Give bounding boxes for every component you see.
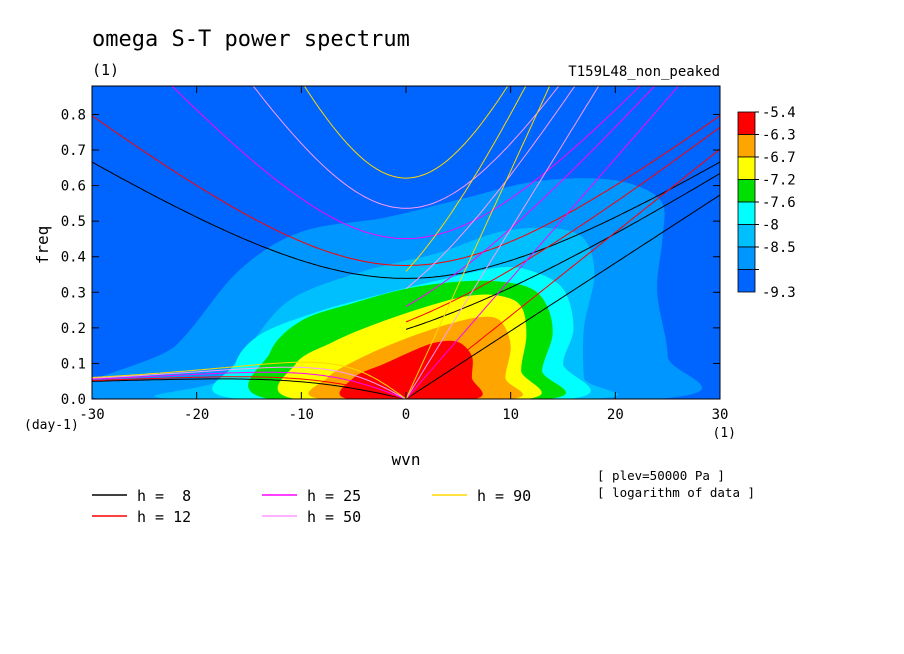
colorbar-swatch bbox=[737, 224, 756, 248]
x-tick-label: -10 bbox=[289, 407, 314, 423]
colorbar-label: -6.7 bbox=[762, 150, 796, 166]
colorbar-swatch bbox=[737, 246, 756, 270]
legend-label: h = 25 bbox=[307, 487, 361, 505]
y-axis-label: freq bbox=[33, 226, 52, 265]
y-tick-label: 0.4 bbox=[61, 250, 86, 266]
run-label: T159L48_non_peaked bbox=[568, 64, 720, 80]
dispersion-curve bbox=[252, 86, 560, 209]
colorbar-label: -9.3 bbox=[762, 285, 796, 301]
dispersion-curve bbox=[92, 378, 407, 399]
dispersion-curve bbox=[92, 366, 407, 399]
dispersion-curve bbox=[405, 86, 576, 290]
legend-label: h = 90 bbox=[477, 487, 531, 505]
dispersion-curve bbox=[405, 194, 720, 399]
note-plev: [ plev=50000 Pa ] bbox=[597, 468, 725, 483]
dispersion-curve bbox=[92, 161, 720, 279]
colorbar-label: -5.4 bbox=[762, 105, 796, 121]
dispersion-curve bbox=[405, 86, 600, 399]
colorbar-swatch bbox=[737, 269, 756, 293]
contour-regions bbox=[92, 178, 702, 399]
dispersion-curve bbox=[92, 376, 407, 399]
colorbar-label: -8.5 bbox=[762, 240, 796, 256]
dispersion-curve bbox=[92, 371, 407, 399]
colorbar-swatch bbox=[737, 201, 756, 225]
y-tick-label: 0.7 bbox=[61, 143, 86, 159]
axis-ticks: -30 -20 -10 0 10 20 30 0.0 0.1 0.2 0.3 0.4 0.5 0.6 0.7… bbox=[61, 86, 729, 423]
colorbar-swatch bbox=[737, 179, 756, 203]
legend: h = 8 h = 12 h = 25 h = 50 h = 90 bbox=[92, 487, 531, 526]
dispersion-curve bbox=[405, 86, 656, 307]
legend-label: h = 8 bbox=[137, 487, 191, 505]
y-tick-label: 0.5 bbox=[61, 214, 86, 230]
y-tick-label: 0.8 bbox=[61, 107, 86, 123]
dispersion-curve bbox=[405, 173, 720, 330]
legend-label: h = 12 bbox=[137, 508, 191, 526]
colorbar-swatch bbox=[737, 134, 756, 158]
legend-label: h = 50 bbox=[307, 508, 361, 526]
x-tick-label: 0 bbox=[402, 407, 410, 423]
y-tick-label: 0.1 bbox=[61, 356, 86, 372]
y-tick-label: 0.0 bbox=[61, 392, 86, 408]
colorbar-label: -6.3 bbox=[762, 128, 796, 144]
y-tick-label: 0.6 bbox=[61, 179, 86, 195]
dispersion-curve bbox=[171, 86, 641, 240]
x-tick-label: -30 bbox=[79, 407, 104, 423]
x-axis-label: wvn bbox=[392, 450, 421, 469]
colorbar-label: -7.6 bbox=[762, 195, 796, 211]
chart-unit: (1) bbox=[92, 61, 119, 79]
note-log: [ logarithm of data ] bbox=[597, 485, 755, 500]
y-tick-label: 0.2 bbox=[61, 321, 86, 337]
dispersion-curve bbox=[405, 86, 551, 399]
chart-title: omega S-T power spectrum bbox=[92, 27, 410, 52]
colorbar-swatch bbox=[737, 111, 756, 135]
dispersion-curve bbox=[92, 115, 720, 266]
colorbar-label: -8 bbox=[762, 218, 779, 234]
x-tick-label: 20 bbox=[607, 407, 624, 423]
dispersion-curve bbox=[92, 361, 407, 399]
x-tick-label: 10 bbox=[502, 407, 519, 423]
dispersion-curve bbox=[405, 148, 720, 399]
colorbar-swatch bbox=[737, 156, 756, 180]
colorbar: -5.4 -6.3 -6.7 -7.2 -7.6 -8 -8.5 -9.3 bbox=[737, 105, 796, 301]
dispersion-curve bbox=[405, 86, 680, 399]
plot-area: -30 -20 -10 0 10 20 30 0.0 0.1 0.2 0.3 0.4 0.5 0.6 0.7… bbox=[61, 85, 729, 423]
dispersion-curves bbox=[92, 86, 720, 399]
y-tick-label: 0.3 bbox=[61, 285, 86, 301]
x-axis-unit: (1) bbox=[713, 426, 736, 441]
dispersion-curve bbox=[303, 86, 509, 179]
dispersion-curve bbox=[405, 126, 720, 323]
x-tick-label: -20 bbox=[184, 407, 209, 423]
colorbar-label: -7.2 bbox=[762, 173, 796, 189]
contour-region bbox=[339, 340, 483, 399]
x-tick-label: 30 bbox=[712, 407, 729, 423]
dispersion-curve bbox=[405, 86, 527, 272]
y-axis-unit: (day-1) bbox=[24, 418, 79, 433]
